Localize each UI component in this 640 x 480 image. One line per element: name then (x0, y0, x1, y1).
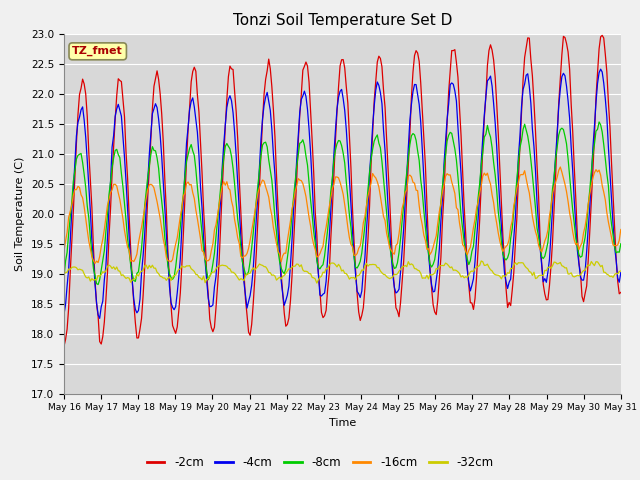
-16cm (60, 248, 68, 254)
-8cm (94, 282, 102, 288)
-16cm (255, 184, 263, 190)
-32cm (60, 272, 68, 277)
-4cm (96, 315, 104, 321)
-4cm (255, 164, 263, 169)
-16cm (617, 227, 625, 232)
-2cm (586, 228, 594, 234)
-16cm (246, 238, 254, 243)
-32cm (617, 268, 625, 274)
Line: -2cm: -2cm (64, 36, 621, 346)
X-axis label: Time: Time (329, 418, 356, 428)
-2cm (598, 33, 606, 38)
-4cm (130, 296, 138, 302)
-2cm (303, 63, 311, 69)
-2cm (129, 278, 136, 284)
Line: -4cm: -4cm (64, 69, 621, 318)
Line: -32cm: -32cm (64, 261, 621, 283)
-4cm (617, 270, 625, 276)
Line: -16cm: -16cm (64, 167, 621, 264)
-8cm (617, 241, 625, 247)
-4cm (228, 98, 236, 104)
-8cm (588, 168, 595, 174)
-8cm (60, 275, 68, 280)
-32cm (254, 264, 262, 269)
-32cm (129, 277, 136, 283)
Legend: -2cm, -4cm, -8cm, -16cm, -32cm: -2cm, -4cm, -8cm, -16cm, -32cm (142, 452, 498, 474)
-16cm (228, 198, 236, 204)
-2cm (226, 63, 234, 69)
Text: TZ_fmet: TZ_fmet (72, 46, 123, 57)
-8cm (130, 277, 138, 283)
-16cm (130, 259, 138, 264)
Line: -8cm: -8cm (64, 122, 621, 285)
-32cm (589, 261, 596, 266)
-16cm (556, 164, 564, 170)
-2cm (60, 343, 68, 349)
-2cm (244, 329, 252, 335)
-4cm (588, 175, 595, 181)
-32cm (477, 258, 485, 264)
-8cm (228, 154, 236, 159)
-8cm (595, 119, 603, 125)
-8cm (246, 259, 254, 264)
-16cm (91, 261, 99, 266)
-32cm (303, 269, 311, 275)
-32cm (313, 280, 321, 286)
Title: Tonzi Soil Temperature Set D: Tonzi Soil Temperature Set D (233, 13, 452, 28)
-2cm (617, 289, 625, 295)
-16cm (305, 215, 313, 220)
-16cm (589, 175, 596, 180)
-32cm (226, 266, 234, 272)
-2cm (254, 216, 262, 222)
-4cm (305, 126, 313, 132)
Y-axis label: Soil Temperature (C): Soil Temperature (C) (15, 156, 26, 271)
-8cm (305, 180, 313, 186)
-4cm (246, 293, 254, 299)
-8cm (255, 167, 263, 173)
-4cm (596, 66, 604, 72)
-32cm (244, 271, 252, 276)
-4cm (60, 312, 68, 317)
